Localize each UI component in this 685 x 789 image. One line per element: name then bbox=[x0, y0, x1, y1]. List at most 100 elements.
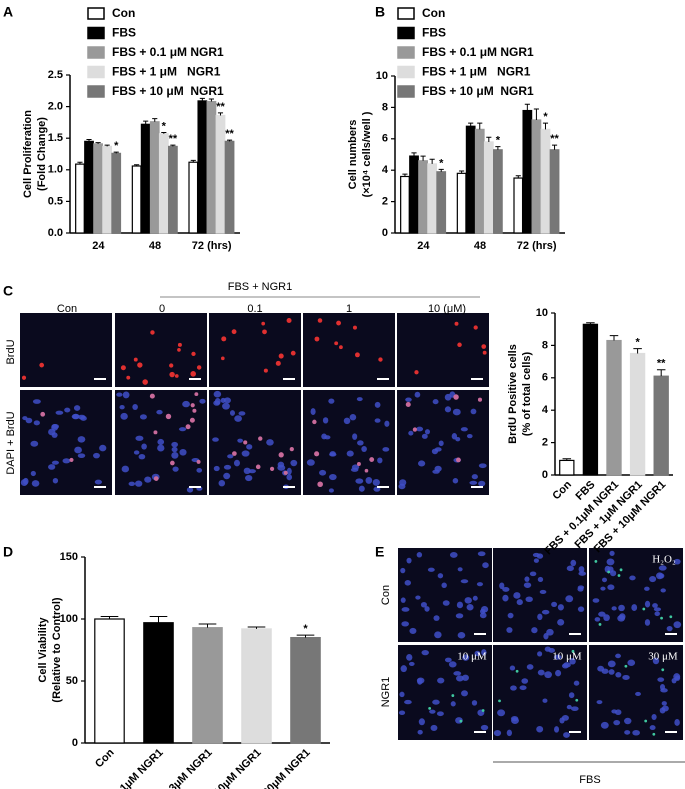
x-tick-label: 48 bbox=[149, 240, 161, 252]
nucleus bbox=[416, 677, 425, 684]
nucleus bbox=[632, 730, 640, 736]
nucleus bbox=[555, 669, 562, 677]
nucleus bbox=[424, 606, 430, 612]
stained-nucleus bbox=[459, 719, 463, 723]
y-axis-label: (Relative to Control) bbox=[51, 597, 63, 702]
nucleus bbox=[601, 577, 608, 583]
nucleus bbox=[33, 420, 40, 426]
nucleus bbox=[384, 420, 390, 427]
error-bar bbox=[198, 623, 217, 628]
stained-nucleus bbox=[369, 457, 375, 462]
y-tick-label: 2 bbox=[382, 196, 388, 208]
nucleus bbox=[157, 444, 165, 452]
nucleus bbox=[213, 465, 220, 472]
bar bbox=[582, 323, 599, 476]
nucleus bbox=[417, 460, 426, 467]
error-bar bbox=[524, 103, 530, 111]
nucleus bbox=[234, 415, 242, 422]
nucleus bbox=[416, 426, 424, 432]
nucleus bbox=[329, 473, 337, 481]
nucleus bbox=[213, 400, 221, 406]
nucleus bbox=[227, 454, 234, 459]
nucleus bbox=[382, 447, 390, 452]
nucleus bbox=[510, 715, 519, 722]
nucleus bbox=[526, 664, 534, 670]
nucleus bbox=[74, 446, 82, 454]
bar bbox=[559, 459, 575, 476]
error-bar bbox=[411, 152, 417, 157]
nucleus bbox=[372, 478, 380, 486]
bar bbox=[168, 145, 178, 234]
error-bar bbox=[477, 122, 483, 130]
nucleus bbox=[543, 632, 549, 640]
row-label: Con bbox=[380, 585, 392, 605]
nucleus bbox=[32, 399, 41, 404]
nucleus bbox=[223, 464, 232, 470]
x-tick-label: 72 (hrs) bbox=[517, 240, 557, 252]
nucleus bbox=[328, 488, 334, 493]
nucleus bbox=[666, 625, 673, 632]
y-tick-label: 6 bbox=[382, 133, 388, 145]
stained-nucleus bbox=[669, 615, 673, 619]
nucleus bbox=[418, 718, 425, 726]
nucleus bbox=[64, 407, 71, 413]
bar bbox=[653, 375, 669, 476]
stained-nucleus bbox=[314, 336, 320, 342]
stained-nucleus bbox=[364, 468, 369, 473]
nucleus bbox=[116, 392, 123, 397]
significance: * bbox=[303, 623, 308, 635]
stained-nucleus bbox=[263, 368, 268, 373]
nucleus bbox=[199, 398, 206, 404]
nucleus bbox=[245, 474, 253, 482]
nucleus bbox=[506, 627, 513, 633]
bar bbox=[131, 165, 142, 234]
nucleus bbox=[557, 619, 565, 626]
nucleus bbox=[624, 717, 632, 725]
nucleus bbox=[537, 576, 544, 583]
bar bbox=[409, 155, 419, 234]
nucleus bbox=[673, 621, 682, 629]
nucleus bbox=[429, 709, 436, 714]
nucleus bbox=[622, 674, 630, 681]
nucleus bbox=[243, 467, 251, 475]
stained-nucleus bbox=[317, 318, 323, 323]
error-bar bbox=[113, 151, 119, 154]
nucleus bbox=[322, 417, 329, 424]
panel-label: B bbox=[375, 4, 385, 20]
legend-swatch bbox=[87, 65, 105, 79]
nucleus bbox=[132, 403, 138, 410]
micrograph bbox=[398, 548, 492, 642]
legend-swatch bbox=[397, 7, 415, 20]
stained-nucleus bbox=[598, 623, 602, 626]
panel-label: D bbox=[3, 544, 13, 560]
nucleus bbox=[266, 439, 274, 446]
nucleus bbox=[609, 550, 615, 556]
stained-nucleus bbox=[232, 451, 237, 456]
nucleus bbox=[52, 478, 59, 484]
nucleus bbox=[430, 724, 438, 731]
nucleus bbox=[652, 603, 658, 608]
bar bbox=[400, 175, 410, 234]
nucleus bbox=[493, 729, 502, 737]
nucleus bbox=[432, 399, 439, 405]
nucleus bbox=[460, 579, 469, 584]
nucleus bbox=[644, 619, 651, 626]
nucleus bbox=[480, 606, 489, 613]
nucleus bbox=[286, 467, 292, 475]
x-tick-label: 10μM NGR1 bbox=[212, 747, 264, 789]
stained-nucleus bbox=[120, 365, 126, 371]
nucleus bbox=[450, 701, 456, 707]
nucleus bbox=[421, 433, 428, 439]
stained-nucleus bbox=[220, 356, 225, 361]
nucleus bbox=[172, 466, 179, 472]
nucleus bbox=[618, 604, 625, 612]
nucleus bbox=[509, 665, 516, 671]
stained-nucleus bbox=[378, 357, 383, 362]
stained-nucleus bbox=[352, 325, 357, 330]
nucleus bbox=[457, 632, 466, 639]
nucleus bbox=[246, 444, 253, 450]
significance: * bbox=[496, 135, 501, 147]
nucleus bbox=[606, 558, 615, 566]
stained-nucleus bbox=[189, 417, 195, 423]
nucleus bbox=[457, 567, 463, 572]
